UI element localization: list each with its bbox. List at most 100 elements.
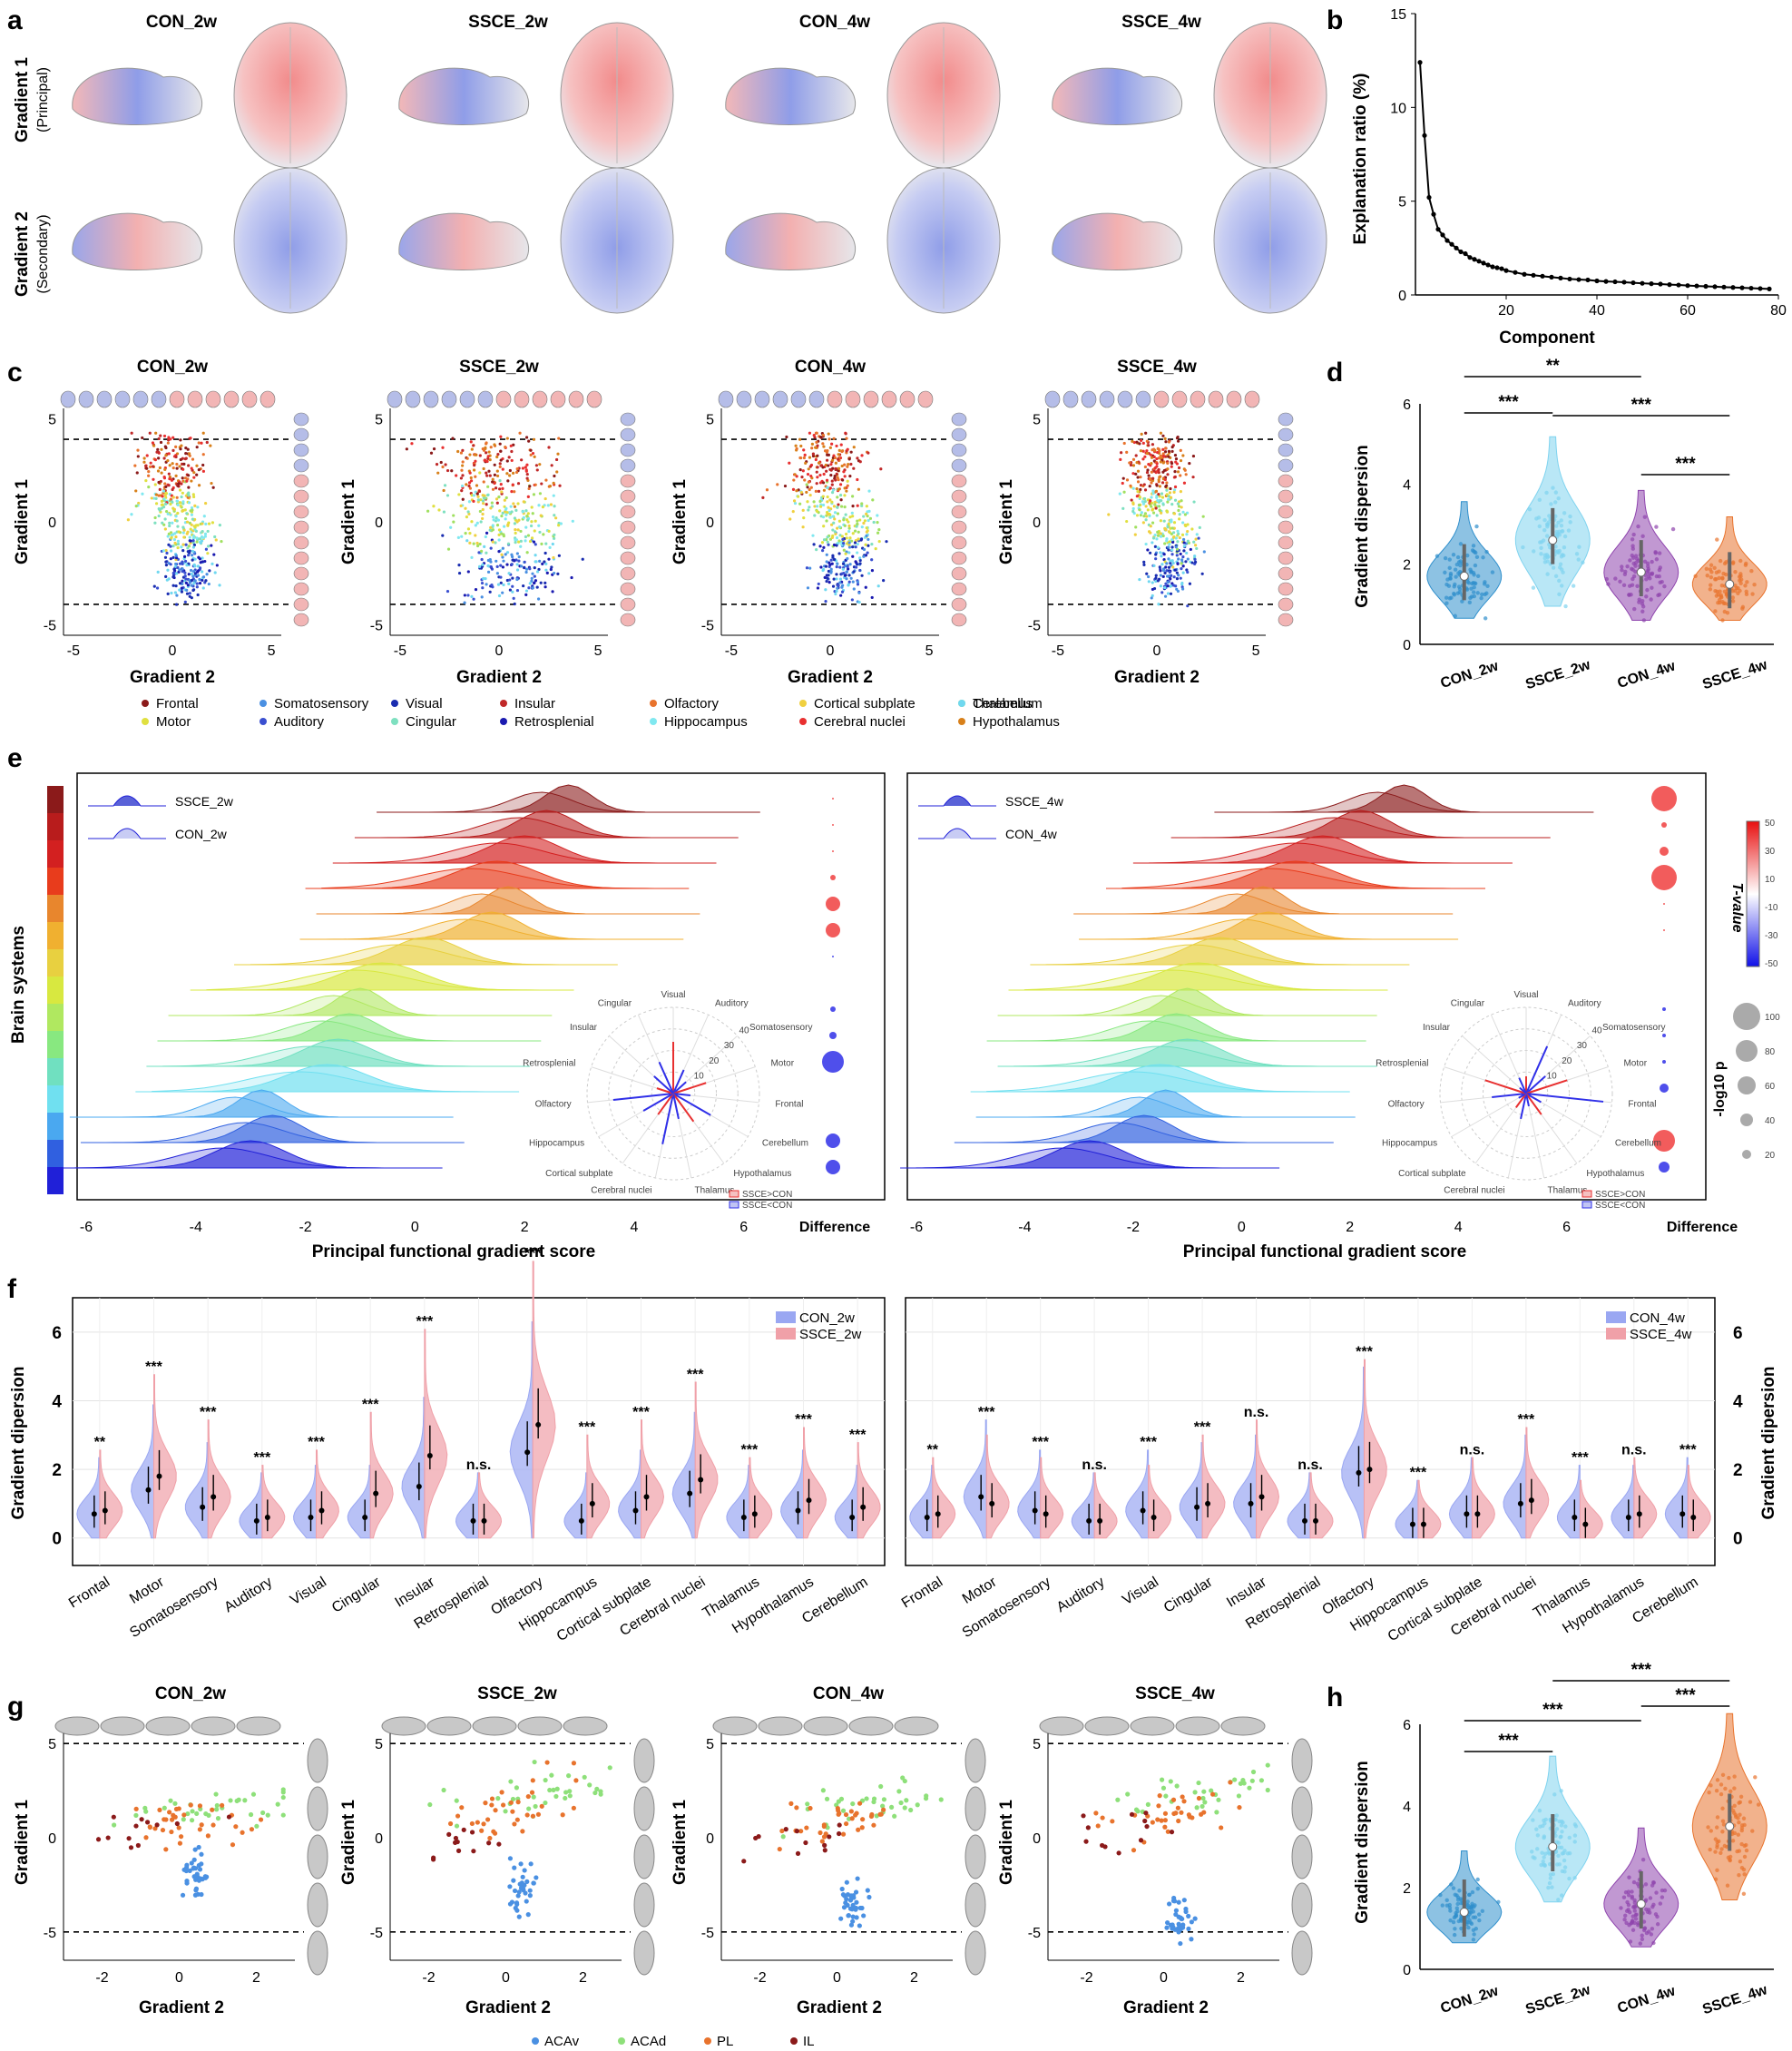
c-dot bbox=[176, 539, 181, 543]
c-dot bbox=[527, 486, 531, 491]
c-dot bbox=[1162, 455, 1166, 458]
violin-dot bbox=[1556, 1853, 1561, 1859]
g-dot bbox=[587, 1782, 592, 1788]
brain-slice-thumbnail bbox=[293, 474, 309, 488]
f-category-label: Cingular bbox=[1161, 1574, 1216, 1615]
c-dot bbox=[175, 462, 179, 466]
g-dot bbox=[855, 1876, 860, 1881]
g-dot bbox=[518, 1861, 524, 1867]
c-dot bbox=[836, 512, 840, 515]
b-point bbox=[1767, 286, 1772, 291]
c-dot bbox=[837, 448, 841, 452]
c-dot bbox=[182, 535, 186, 539]
c-dot bbox=[839, 594, 843, 597]
violin-dot bbox=[1630, 553, 1635, 558]
c-dot bbox=[1165, 488, 1169, 492]
c-dot bbox=[183, 574, 187, 578]
difference-bubble bbox=[826, 1133, 840, 1148]
violin-dot bbox=[1537, 497, 1542, 503]
c-dot bbox=[204, 547, 209, 551]
c-dot bbox=[519, 564, 524, 568]
c-dot bbox=[141, 492, 144, 496]
c-dot bbox=[521, 510, 525, 514]
c-xlabel: Gradient 2 bbox=[1114, 668, 1200, 687]
f-half-violin bbox=[1071, 1472, 1095, 1539]
difference-bubble bbox=[829, 1032, 837, 1039]
g-ylabel: Gradient 1 bbox=[997, 1800, 1016, 1885]
f-half-violin bbox=[261, 1465, 286, 1539]
b-ylabel: Explanation ratio (%) bbox=[1351, 74, 1370, 245]
c-dot bbox=[164, 548, 168, 553]
c-dot bbox=[845, 437, 848, 440]
c-dot bbox=[467, 500, 472, 504]
brain-slice-thumbnail bbox=[951, 566, 967, 581]
c-dot bbox=[1151, 541, 1154, 545]
c-dot bbox=[1107, 513, 1111, 516]
c-dot bbox=[1167, 548, 1170, 552]
b-xtick-label: 80 bbox=[1770, 303, 1787, 319]
violin-dot bbox=[1736, 1832, 1741, 1837]
c-xtick-label: 0 bbox=[827, 643, 835, 659]
c-dot bbox=[1131, 464, 1136, 467]
g-dot bbox=[202, 1874, 208, 1879]
radar-label: Cortical subplate bbox=[545, 1169, 613, 1179]
c-dot bbox=[1145, 471, 1150, 475]
c-dot bbox=[854, 560, 857, 564]
c-dot bbox=[877, 527, 881, 532]
g-dot bbox=[174, 1820, 180, 1827]
g-dot bbox=[1180, 1922, 1186, 1928]
c-dot bbox=[851, 515, 855, 518]
g-dot bbox=[845, 1902, 850, 1908]
c-dot bbox=[505, 459, 509, 463]
c-dot bbox=[449, 525, 453, 529]
c-dot bbox=[168, 477, 171, 481]
g-legend-label: IL bbox=[803, 2034, 815, 2049]
c-dot bbox=[193, 557, 197, 561]
c-dot bbox=[198, 581, 202, 585]
c-dot bbox=[1160, 511, 1163, 515]
c-dot bbox=[825, 553, 828, 556]
c-xtick-label: 0 bbox=[495, 643, 504, 659]
violin-median bbox=[1636, 567, 1646, 577]
c-dot bbox=[845, 489, 848, 493]
c-dot bbox=[800, 476, 804, 479]
c-dot bbox=[828, 446, 832, 449]
g-dot bbox=[896, 1789, 902, 1794]
difference-bubble bbox=[826, 1160, 840, 1174]
ridge-legend-swatch bbox=[918, 828, 996, 839]
sig-label: *** bbox=[1631, 1661, 1652, 1680]
c-ylabel: Gradient 1 bbox=[997, 479, 1016, 564]
c-dot bbox=[511, 576, 514, 580]
c-dot bbox=[1193, 544, 1198, 547]
c-dot bbox=[856, 456, 859, 460]
c-dot bbox=[822, 538, 827, 542]
ridge-ssce bbox=[1214, 784, 1594, 813]
c-dot bbox=[1159, 584, 1162, 588]
c-dot bbox=[1166, 500, 1170, 504]
c-dot bbox=[1170, 526, 1174, 530]
c-dot bbox=[483, 545, 486, 548]
g-legend-label: ACAd bbox=[631, 2034, 666, 2049]
violin-dot bbox=[1473, 563, 1478, 568]
brain-thumbnail bbox=[1291, 1882, 1313, 1928]
c-dot bbox=[815, 482, 818, 486]
c-dot bbox=[1141, 502, 1146, 505]
c-dot bbox=[850, 511, 854, 515]
violin-dot bbox=[1560, 584, 1564, 588]
c-dot bbox=[175, 519, 179, 523]
violin-category-label: CON_2w bbox=[1439, 1983, 1501, 2017]
g-ytick-label: 0 bbox=[706, 1831, 714, 1847]
c-dot bbox=[134, 489, 138, 493]
b-point bbox=[1703, 283, 1709, 289]
c-dot bbox=[802, 448, 806, 452]
c-dot bbox=[847, 524, 851, 528]
legend-swatch bbox=[259, 700, 267, 707]
c-dot bbox=[179, 447, 182, 451]
c-dot bbox=[840, 590, 845, 594]
c-dot bbox=[810, 447, 814, 450]
violin-dot bbox=[1633, 564, 1638, 568]
violin-dot bbox=[1628, 558, 1632, 563]
f-sig-label: *** bbox=[200, 1405, 217, 1420]
cbar-tick-label: 50 bbox=[1765, 819, 1776, 829]
c-dot bbox=[210, 481, 213, 486]
